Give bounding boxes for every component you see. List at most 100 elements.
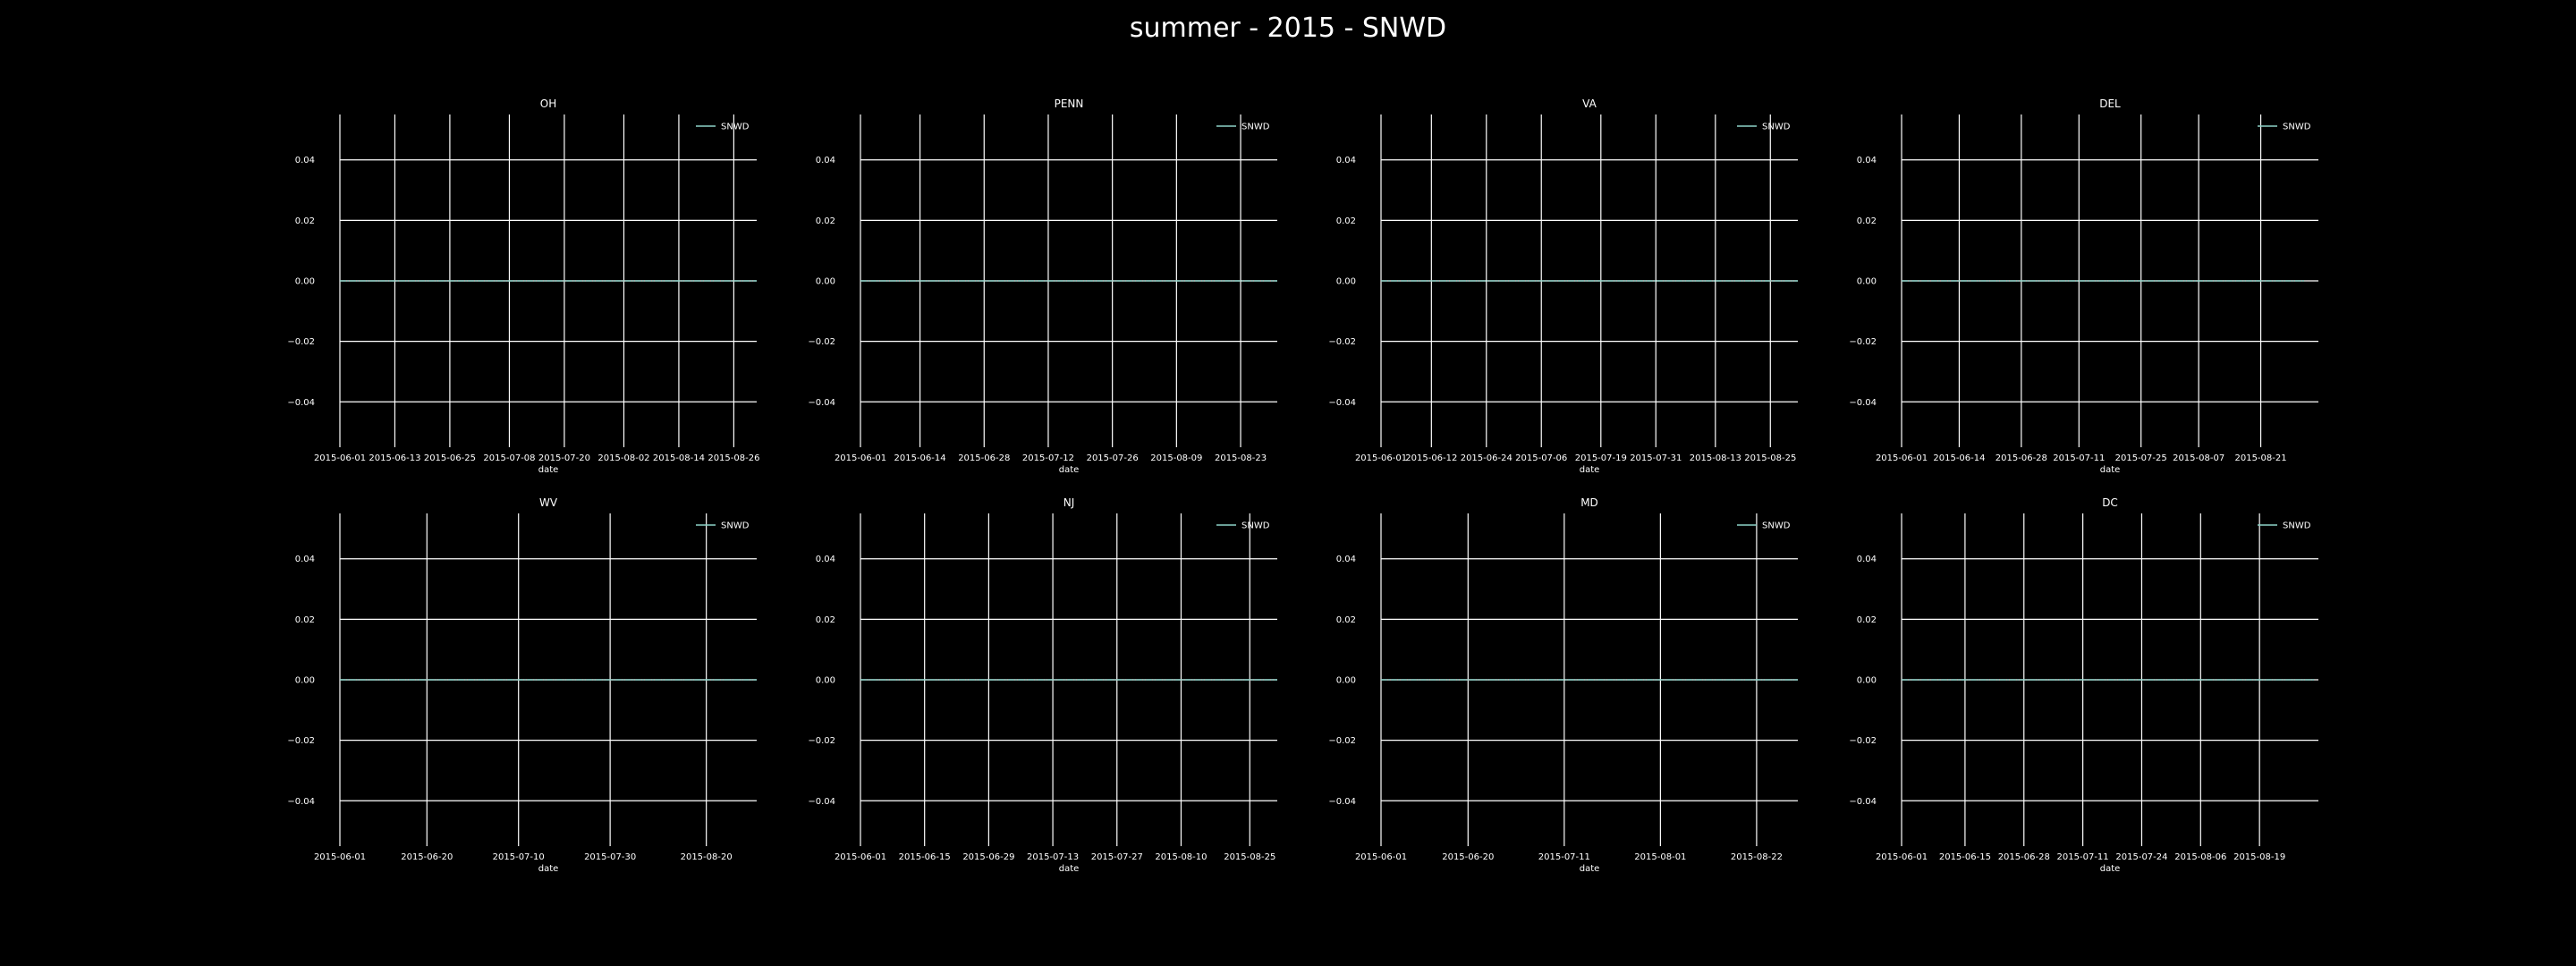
y-tick-label: −0.04: [287, 398, 315, 408]
chart-title: VA: [1582, 97, 1597, 110]
y-tick-label: −0.02: [287, 337, 315, 347]
chart-title: NJ: [1063, 496, 1075, 509]
chart-panel-del: 2015-06-01 2015-06-14 2015-06-28 2015-07-11…: [1849, 97, 2318, 475]
x-tick-label: 2015-06-15: [1939, 852, 1991, 862]
x-tick-label: 2015-08-19: [2233, 852, 2285, 862]
x-tick-label: 2015-06-28: [1996, 453, 2047, 463]
x-tick-label: 2015-08-20: [681, 852, 733, 862]
y-tick-label: 0.04: [295, 555, 315, 564]
y-tick-label: 0.02: [816, 615, 835, 625]
x-tick-label: 2015-08-21: [2234, 453, 2286, 463]
legend-label: SNWD: [1241, 123, 1270, 132]
x-tick-label: 2015-08-02: [597, 453, 649, 463]
x-tick-label: 2015-06-01: [1355, 852, 1407, 862]
y-tick-label: 0.02: [1336, 615, 1356, 625]
y-tick-label: −0.02: [1849, 337, 1877, 347]
x-tick-label: 2015-07-31: [1630, 453, 1682, 463]
chart-panel-nj: 2015-06-01 2015-06-15 2015-06-29 2015-07-13…: [808, 496, 1277, 874]
x-tick-label: 2015-06-28: [958, 453, 1010, 463]
x-tick-label: 2015-06-01: [835, 852, 886, 862]
y-tick-label: 0.04: [1857, 555, 1877, 564]
x-tick-label: 2015-06-13: [369, 453, 420, 463]
x-tick-label: 2015-08-10: [1155, 852, 1207, 862]
x-tick-label: 2015-08-23: [1215, 453, 1267, 463]
legend-label: SNWD: [721, 123, 750, 132]
y-tick-label: 0.00: [1857, 676, 1877, 686]
y-tick-label: −0.04: [287, 797, 315, 807]
x-tick-label: 2015-07-08: [483, 453, 535, 463]
x-tick-label: 2015-07-11: [2053, 453, 2105, 463]
chart-panel-wv: 2015-06-01 2015-06-20 2015-07-10 2015-07-30…: [287, 496, 757, 874]
x-tick-label: 2015-08-14: [653, 453, 705, 463]
x-tick-label: 2015-06-01: [1876, 453, 1928, 463]
y-tick-label: 0.00: [1857, 277, 1877, 287]
x-tick-label: 2015-08-25: [1744, 453, 1796, 463]
x-axis-label: date: [1580, 465, 1600, 475]
x-tick-label: 2015-06-20: [401, 852, 453, 862]
y-tick-label: 0.00: [295, 676, 315, 686]
y-tick-label: −0.02: [808, 337, 835, 347]
x-tick-label: 2015-07-06: [1515, 453, 1567, 463]
y-tick-label: −0.02: [808, 736, 835, 746]
x-tick-label: 2015-07-30: [584, 852, 636, 862]
y-tick-label: 0.04: [1336, 555, 1356, 564]
y-tick-label: 0.02: [1336, 216, 1356, 226]
y-tick-label: −0.04: [1849, 398, 1877, 408]
y-tick-label: −0.02: [1328, 736, 1356, 746]
y-tick-label: −0.04: [1328, 398, 1356, 408]
x-tick-label: 2015-07-24: [2115, 852, 2167, 862]
y-tick-label: 0.02: [295, 216, 315, 226]
x-tick-label: 2015-06-14: [894, 453, 946, 463]
x-tick-label: 2015-08-26: [708, 453, 759, 463]
y-tick-label: 0.04: [295, 156, 315, 165]
x-tick-label: 2015-06-29: [962, 852, 1014, 862]
x-tick-label: 2015-08-01: [1634, 852, 1686, 862]
legend-label: SNWD: [1241, 521, 1270, 531]
x-axis-label: date: [538, 465, 559, 475]
x-tick-label: 2015-06-24: [1461, 453, 1513, 463]
y-tick-label: 0.00: [816, 676, 835, 686]
chart-title: PENN: [1055, 97, 1084, 110]
chart-title: DEL: [2099, 97, 2121, 110]
y-tick-label: 0.02: [295, 615, 315, 625]
x-tick-label: 2015-08-25: [1224, 852, 1275, 862]
y-tick-label: 0.04: [1857, 156, 1877, 165]
y-tick-label: 0.00: [1336, 676, 1356, 686]
y-tick-label: 0.02: [816, 216, 835, 226]
y-tick-label: −0.02: [1328, 337, 1356, 347]
chart-title: MD: [1580, 496, 1598, 509]
chart-title: WV: [539, 496, 558, 509]
legend-label: SNWD: [2283, 521, 2311, 531]
x-tick-label: 2015-07-26: [1087, 453, 1139, 463]
y-tick-label: −0.04: [1328, 797, 1356, 807]
x-tick-label: 2015-06-01: [835, 453, 886, 463]
y-tick-label: −0.04: [808, 398, 835, 408]
chart-panel-dc: 2015-06-01 2015-06-15 2015-06-28 2015-07-11…: [1849, 496, 2318, 874]
x-tick-label: 2015-06-01: [1876, 852, 1928, 862]
figure-title: summer - 2015 - SNWD: [1129, 13, 1447, 44]
x-tick-label: 2015-06-01: [1355, 453, 1407, 463]
y-tick-label: 0.02: [1857, 216, 1877, 226]
legend-label: SNWD: [1762, 521, 1791, 531]
chart-panel-md: 2015-06-01 2015-06-20 2015-07-11 2015-08-01…: [1328, 496, 1798, 874]
x-tick-label: 2015-08-07: [2173, 453, 2224, 463]
y-tick-label: 0.04: [816, 156, 835, 165]
x-axis-label: date: [1059, 864, 1080, 874]
x-axis-label: date: [2100, 465, 2121, 475]
y-tick-label: 0.04: [1336, 156, 1356, 165]
y-tick-label: 0.00: [1336, 277, 1356, 287]
x-tick-label: 2015-06-25: [424, 453, 476, 463]
y-tick-label: −0.02: [1849, 736, 1877, 746]
x-tick-label: 2015-07-10: [493, 852, 545, 862]
chart-panel-oh: 2015-06-01 2015-06-13 2015-06-25 2015-07-08…: [287, 97, 759, 475]
x-tick-label: 2015-06-12: [1405, 453, 1457, 463]
x-tick-label: 2015-06-20: [1442, 852, 1494, 862]
chart-panel-penn: 2015-06-01 2015-06-14 2015-06-28 2015-07-12…: [808, 97, 1277, 475]
x-tick-label: 2015-06-28: [1998, 852, 2050, 862]
x-tick-label: 2015-06-01: [314, 852, 366, 862]
y-tick-label: 0.00: [816, 277, 835, 287]
x-tick-label: 2015-06-01: [314, 453, 366, 463]
legend-label: SNWD: [721, 521, 750, 531]
x-tick-label: 2015-07-27: [1091, 852, 1143, 862]
